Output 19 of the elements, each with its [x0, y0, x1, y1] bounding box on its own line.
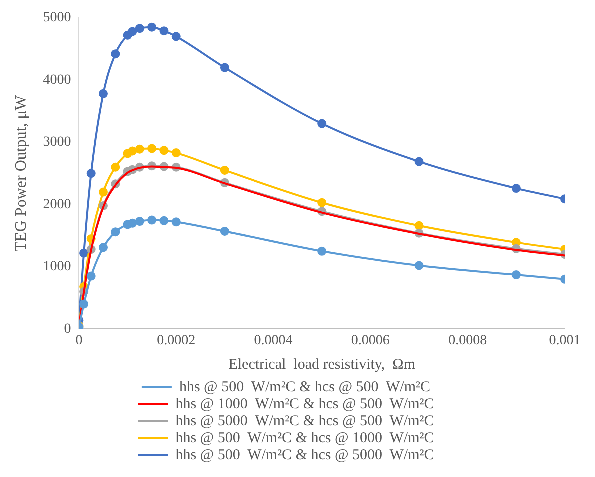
y-tick-label: 0 — [64, 322, 72, 337]
y-tick-label: 1000 — [43, 260, 72, 275]
x-tick-label: 0.0002 — [157, 333, 196, 348]
x-tick-label: 0.001 — [549, 333, 581, 348]
x-axis-title: Electrical load resistivity, Ωm — [228, 356, 416, 373]
y-tick-label: 2000 — [43, 197, 72, 212]
y-axis-title: TEG Power Output, μW — [12, 94, 30, 252]
legend-label: hhs @ 500 W/m²C & hcs @ 500 W/m²C — [179, 379, 431, 396]
legend-label: hhs @ 500 W/m²C & hcs @ 5000 W/m²C — [176, 447, 434, 464]
y-tick-label: 3000 — [43, 135, 72, 150]
x-tick-label: 0.0004 — [254, 333, 293, 348]
legend-label: hhs @ 1000 W/m²C & hcs @ 500 W/m²C — [176, 396, 434, 412]
x-tick-label: 0.0008 — [448, 333, 488, 348]
legend-label: hhs @ 500 W/m²C & hcs @ 1000 W/m²C — [176, 430, 434, 446]
x-tick-label: 0.0006 — [351, 333, 390, 348]
y-tick-label: 4000 — [43, 72, 72, 88]
x-tick-label: 0 — [76, 333, 83, 348]
legend-label: hhs @ 5000 W/m²C & hcs @ 500 W/m²C — [176, 413, 434, 430]
y-tick-label: 5000 — [43, 10, 72, 26]
